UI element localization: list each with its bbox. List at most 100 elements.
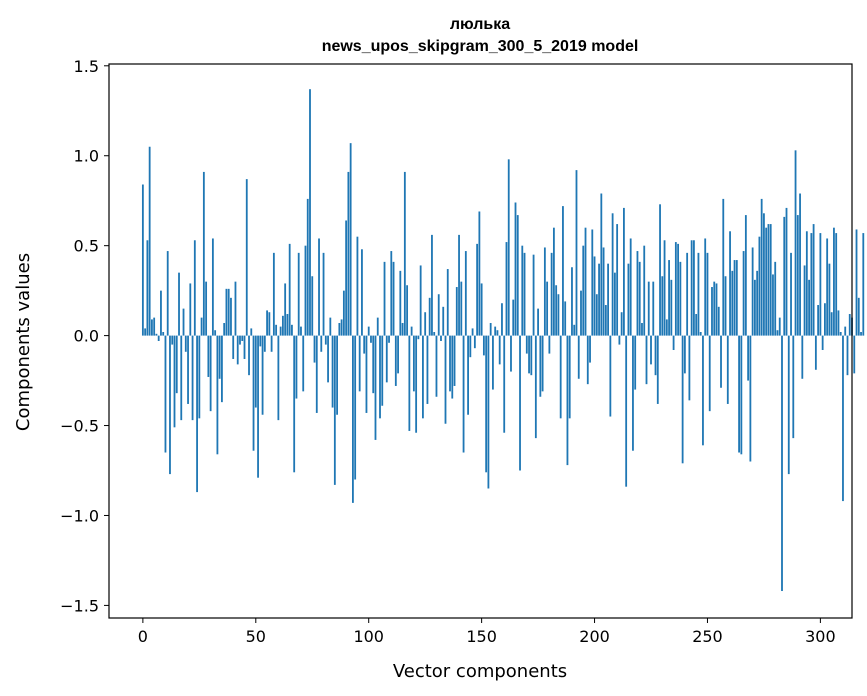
bar — [173, 335, 176, 428]
bar — [455, 287, 458, 336]
bar — [216, 335, 219, 455]
bar — [796, 215, 799, 336]
bar — [575, 170, 578, 336]
bar — [476, 243, 479, 336]
bar — [643, 245, 646, 336]
bar — [410, 326, 413, 336]
x-tick-label: 300 — [805, 627, 836, 646]
bar — [496, 330, 499, 336]
y-tick-label: −1.0 — [60, 506, 99, 525]
bar — [189, 283, 192, 336]
bar — [672, 335, 675, 350]
bar — [756, 270, 759, 336]
bar — [812, 224, 815, 336]
bar — [275, 324, 278, 336]
bar — [230, 297, 232, 336]
bar — [826, 238, 829, 336]
bar — [494, 326, 497, 336]
bar — [225, 288, 228, 336]
bar — [408, 335, 411, 431]
bar — [616, 224, 619, 336]
bar — [625, 335, 628, 487]
bar — [726, 335, 729, 404]
bar — [169, 335, 171, 475]
bar — [722, 198, 725, 336]
bar — [677, 243, 680, 336]
bar — [704, 238, 707, 336]
x-tick-label: 100 — [353, 627, 384, 646]
bar — [595, 294, 598, 336]
bar — [340, 319, 343, 336]
bar — [751, 247, 754, 336]
bar-series — [141, 89, 865, 592]
bar — [828, 263, 831, 336]
bar — [584, 227, 587, 336]
bar — [609, 335, 612, 417]
bar — [155, 333, 158, 336]
bar — [591, 229, 594, 336]
bar — [787, 335, 790, 475]
y-tick-label: 1.0 — [74, 147, 99, 166]
bar — [363, 335, 366, 354]
x-tick-label: 150 — [466, 627, 497, 646]
bar — [464, 251, 467, 336]
bar — [862, 233, 865, 336]
bar — [566, 335, 569, 466]
bar — [546, 281, 549, 336]
bar — [711, 287, 713, 336]
bar — [141, 184, 144, 336]
bar — [419, 265, 422, 336]
bar — [717, 306, 720, 336]
bar — [424, 312, 427, 336]
bar — [473, 335, 476, 349]
bar — [458, 234, 460, 336]
bar — [286, 314, 289, 336]
bar — [431, 234, 433, 336]
bar — [293, 335, 296, 473]
bar — [792, 335, 795, 439]
bar — [281, 315, 284, 336]
bar — [783, 216, 786, 336]
bar — [379, 335, 381, 419]
bar — [765, 227, 768, 336]
y-tick-label: 0.0 — [74, 327, 99, 346]
bar — [383, 261, 386, 336]
bar — [288, 243, 291, 336]
bar — [449, 335, 451, 392]
bar — [248, 335, 250, 376]
bar — [406, 285, 409, 336]
bar — [480, 283, 483, 336]
bar — [805, 231, 808, 336]
bar — [830, 312, 833, 336]
bar — [514, 202, 517, 336]
bar — [837, 310, 840, 336]
bar — [772, 274, 774, 336]
bar — [489, 323, 492, 336]
bar — [715, 283, 718, 336]
bar — [187, 335, 189, 404]
bar — [318, 238, 320, 336]
bar — [668, 260, 670, 336]
bar — [151, 319, 153, 336]
bar — [552, 227, 555, 336]
bar — [297, 252, 300, 336]
bar — [611, 213, 614, 336]
bar — [166, 251, 169, 336]
bar — [329, 317, 332, 336]
bar — [426, 335, 429, 404]
bar — [629, 238, 632, 336]
y-axis-label: Components values — [13, 253, 34, 431]
bar — [415, 335, 418, 433]
bar — [304, 245, 307, 336]
bar — [776, 330, 779, 336]
bar — [801, 335, 804, 379]
bar — [523, 252, 526, 336]
bar — [602, 247, 605, 336]
bar — [257, 335, 259, 478]
bar — [211, 238, 214, 336]
bar — [634, 335, 637, 390]
bar — [686, 252, 689, 336]
bar — [790, 252, 792, 336]
bar — [227, 288, 230, 336]
bar — [573, 324, 576, 336]
